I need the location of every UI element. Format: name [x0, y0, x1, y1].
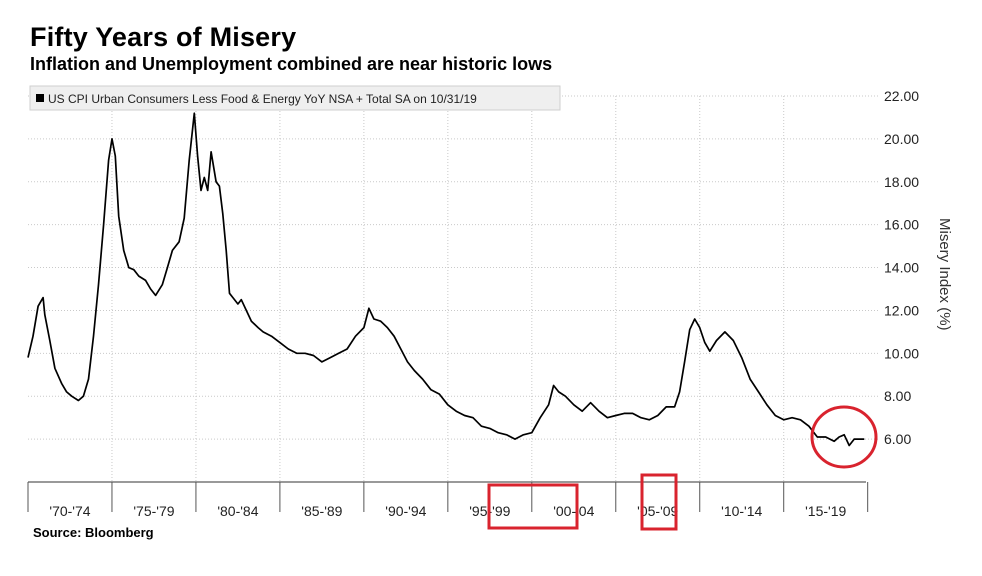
x-tick-label: '90-'94 [385, 503, 426, 519]
y-axis-ticks: 22.00 20.00 18.00 16.00 14.00 12.00 10.00 8.00 6… [884, 88, 919, 447]
x-tick-label: '70-'74 [49, 503, 90, 519]
highlight-rect-05-09 [640, 473, 678, 531]
y-tick-label: 22.00 [884, 88, 919, 104]
highlight-rect-95-04 [487, 483, 579, 530]
y-tick-label: 20.00 [884, 131, 919, 147]
legend-swatch [36, 94, 44, 102]
y-tick-label: 18.00 [884, 174, 919, 190]
series-line-misery-index [27, 112, 865, 447]
x-tick-label: '80-'84 [217, 503, 258, 519]
y-axis-label: Misery Index (%) [936, 218, 953, 331]
y-tick-label: 8.00 [884, 388, 911, 404]
x-tick-label: '85-'89 [301, 503, 342, 519]
chart-subtitle: Inflation and Unemployment combined are … [30, 54, 553, 74]
gridlines [28, 95, 880, 482]
x-tick-label: '00-'04 [553, 503, 594, 519]
x-tick-label: '05-'09 [637, 503, 678, 519]
y-tick-label: 6.00 [884, 431, 911, 447]
y-tick-label: 10.00 [884, 345, 919, 361]
legend-box [29, 85, 561, 111]
legend-label: US CPI Urban Consumers Less Food & Energ… [48, 92, 477, 106]
x-axis: '70-'74'75-'79'80-'84'85-'89'90-'94'95-'… [27, 481, 869, 519]
y-tick-label: 14.00 [884, 260, 919, 276]
chart-title: Fifty Years of Misery [30, 22, 297, 52]
source-note: Source: Bloomberg [33, 525, 154, 540]
legend: US CPI Urban Consumers Less Food & Energ… [29, 85, 561, 111]
y-tick-label: 16.00 [884, 217, 919, 233]
x-tick-label: '75-'79 [133, 503, 174, 519]
y-tick-label: 12.00 [884, 302, 919, 318]
x-tick-label: '10-'14 [721, 503, 762, 519]
highlight-annotations [487, 405, 878, 531]
highlight-circle-recent-lows [810, 405, 878, 469]
x-tick-label: '15-'19 [805, 503, 846, 519]
